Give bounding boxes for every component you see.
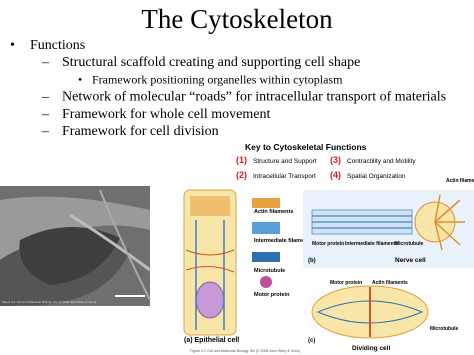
bullet-marker: • [78, 72, 82, 86]
key-label: Spatial Organization [347, 173, 406, 180]
panel-b-label: Motor protein [312, 241, 344, 247]
bullet-text: Framework positioning organelles within … [92, 72, 343, 86]
micrograph-caption: Figure 9-1 Cell and Molecular Biology, 5… [2, 300, 96, 304]
key-label: Contractility and Motility [347, 158, 416, 165]
key-label: Intracellular Transport [253, 173, 316, 180]
title: The Cytoskeleton [141, 4, 333, 34]
legend-label: Microtubule [254, 268, 285, 274]
panel-c-label: Motor protein [330, 280, 362, 286]
panel-c-label: Microtubule [430, 326, 459, 332]
nerve-cell-label: Nerve cell [395, 257, 426, 264]
legend-label: Intermediate filaments [254, 238, 312, 244]
dividing-cell-label: Dividing cell [352, 345, 390, 352]
figure-caption: Figure 9-1 Cell and Molecular Biology, 5… [190, 349, 300, 353]
key-number: (3) [330, 155, 341, 165]
key-title: Key to Cytoskeletal Functions [245, 142, 367, 152]
bullet-marker: – [41, 124, 50, 139]
bullet-list: • Functions– Structural scaffold creating … [10, 38, 446, 139]
bullet-text: Functions [30, 38, 85, 53]
bullet-marker: – [41, 90, 50, 105]
panel-b-label: (b) [308, 258, 316, 264]
bullet-text: Structural scaffold creating and support… [62, 55, 360, 70]
bullet-text: Framework for whole cell movement [62, 107, 270, 122]
panel-b-label: Microtubule [395, 241, 424, 247]
bullet-marker: • [10, 38, 15, 53]
micrograph [0, 186, 151, 306]
bullet-text: Framework for cell division [62, 124, 219, 139]
key-number: (4) [330, 170, 341, 180]
bullet-text: Network of molecular “roads” for intrace… [62, 90, 446, 105]
bullet-marker: – [41, 55, 50, 70]
legend-label: Actin filaments [254, 209, 293, 215]
figure: Key to Cytoskeletal Functions (1) Structu… [180, 136, 474, 355]
panel-c-label: (c) [308, 338, 315, 344]
panel-c-label: Actin filaments [372, 280, 408, 286]
panel-b-label: Intermediate filaments [345, 241, 398, 247]
bullet-marker: – [41, 107, 50, 122]
key-label: Structure and Support [253, 158, 317, 165]
panel-b-label: Actin filaments [446, 178, 474, 184]
legend-label: Motor protein [254, 292, 290, 298]
key-number: (1) [236, 155, 247, 165]
key-number: (2) [236, 170, 247, 180]
panel-a-label: (a) Epithelial cell [184, 337, 239, 344]
